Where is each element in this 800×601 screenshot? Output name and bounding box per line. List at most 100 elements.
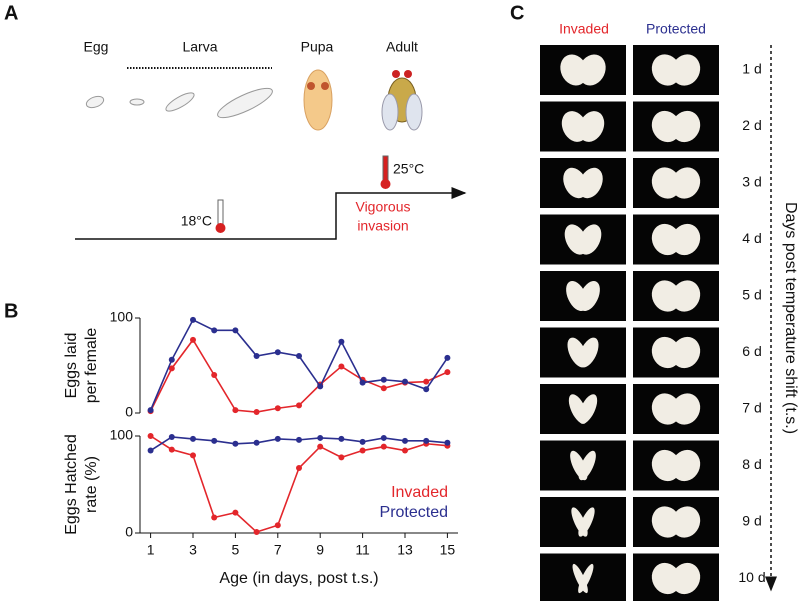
data-point <box>380 434 387 441</box>
data-point <box>317 443 324 450</box>
x-tick-label: 9 <box>316 542 324 558</box>
tissue <box>578 224 602 255</box>
data-point <box>190 316 196 323</box>
data-point <box>232 327 239 334</box>
data-point <box>423 378 430 385</box>
data-point <box>211 437 218 444</box>
data-point <box>168 365 175 372</box>
x-tick-label: 13 <box>397 542 413 558</box>
row-label: 10 d <box>738 569 765 585</box>
data-point <box>380 443 387 450</box>
temperature-label: 18°C <box>181 213 212 229</box>
data-point <box>296 402 302 409</box>
data-point <box>253 529 260 536</box>
x-axis-label: Age (in days, post t.s.) <box>219 570 378 587</box>
thermometer <box>380 155 391 189</box>
data-point <box>402 378 408 385</box>
data-point <box>444 354 451 361</box>
tissue <box>578 507 595 537</box>
y-axis-label: Eggs laid <box>63 333 80 399</box>
row-label: 8 d <box>742 456 761 472</box>
data-point <box>338 338 345 345</box>
data-point <box>296 465 302 472</box>
y-tick-label: 0 <box>125 524 133 540</box>
row-label: 6 d <box>742 343 761 359</box>
stage-label: Egg <box>84 39 109 55</box>
tissue <box>671 110 701 143</box>
data-point <box>232 440 239 447</box>
tissue <box>578 167 603 199</box>
tissue <box>578 394 598 424</box>
data-point <box>359 379 366 386</box>
data-point <box>274 522 281 529</box>
stage-label: Adult <box>386 39 418 55</box>
data-point <box>402 437 408 444</box>
y-tick-label: 100 <box>110 427 134 443</box>
series-line <box>149 318 449 411</box>
temperature-line <box>75 187 467 240</box>
row-label: 2 d <box>742 117 761 133</box>
annotation: invasion <box>357 218 408 234</box>
data-point <box>274 349 281 356</box>
x-tick-label: 15 <box>440 542 456 558</box>
tissue <box>578 563 594 594</box>
x-tick-label: 1 <box>147 542 155 558</box>
y-tick-label: 0 <box>125 404 133 420</box>
legend-entry: Invaded <box>391 484 448 501</box>
series-line <box>149 338 448 413</box>
y-axis-label: rate (%) <box>83 456 100 513</box>
data-point <box>253 353 260 359</box>
data-point <box>168 356 175 363</box>
tissue <box>671 449 701 482</box>
tissue <box>578 450 596 481</box>
data-point <box>232 407 239 414</box>
row-label: 9 d <box>742 513 761 529</box>
data-point <box>147 407 154 414</box>
row-label: 7 d <box>742 400 761 416</box>
x-tick-label: 7 <box>274 542 282 558</box>
data-point <box>253 439 260 446</box>
data-point <box>190 452 196 459</box>
column-label: Invaded <box>559 21 609 37</box>
data-point <box>211 514 218 521</box>
row-label: 4 d <box>742 230 761 246</box>
stage-icons <box>85 69 423 131</box>
row-label: 1 d <box>742 61 761 77</box>
axis-label: Days post temperature shift (t.s.) <box>782 202 799 434</box>
data-point <box>338 454 345 461</box>
tissue <box>671 280 701 312</box>
data-point <box>380 376 387 383</box>
y-axis-label: per female <box>83 328 100 404</box>
data-point <box>359 438 366 445</box>
data-point <box>359 447 366 454</box>
data-point <box>147 447 154 454</box>
tissue <box>578 337 599 368</box>
tissue <box>671 54 701 86</box>
data-point <box>274 435 281 442</box>
data-point <box>317 383 324 390</box>
tissue <box>671 223 701 256</box>
data-point <box>444 439 451 446</box>
data-point <box>423 437 430 444</box>
y-tick-label: 100 <box>110 309 134 325</box>
data-point <box>232 509 239 516</box>
data-point <box>211 372 218 378</box>
annotation: Vigorous <box>355 199 410 215</box>
data-point <box>296 353 302 359</box>
panel-label: B <box>4 300 18 322</box>
data-point <box>402 447 408 454</box>
data-point <box>274 405 281 412</box>
data-point <box>168 446 175 453</box>
x-tick-label: 5 <box>232 542 240 558</box>
data-point <box>296 436 302 443</box>
tissue <box>671 336 701 369</box>
data-point <box>168 433 175 440</box>
data-point <box>380 385 387 392</box>
thermometer <box>215 199 226 233</box>
tissue <box>671 393 701 425</box>
data-point <box>190 435 196 442</box>
stage-label: Larva <box>182 39 217 55</box>
row-label: 5 d <box>742 287 761 303</box>
temperature-label: 25°C <box>393 161 424 177</box>
